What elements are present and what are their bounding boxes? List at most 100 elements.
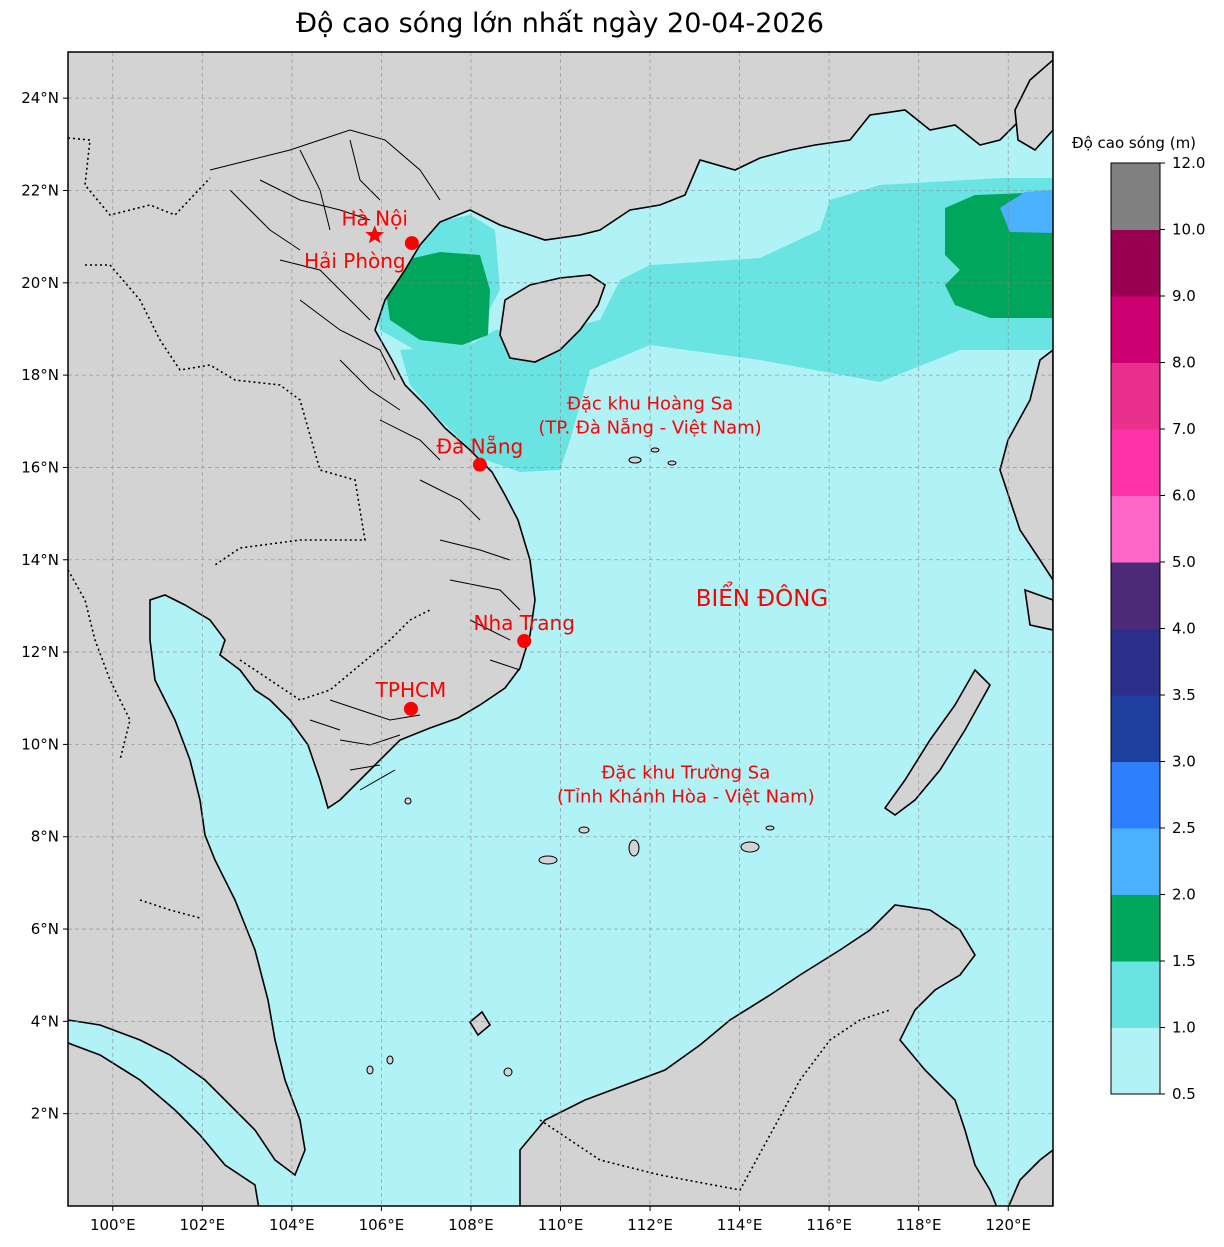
city-marker-dot xyxy=(472,457,487,472)
colorbar-bin xyxy=(1111,761,1160,829)
paracel-island xyxy=(650,447,660,453)
border-vietnam-cambodia xyxy=(239,609,431,701)
city-label: TPHCM xyxy=(375,678,447,702)
colorbar-ticks: 0.5 1.0 1.5 2.0 2.5 3.0 3.5 4.0 5.0 6.0 7.0 8.0 9.0 1… xyxy=(1160,154,1205,1103)
colorbar-tick-label: 3.0 xyxy=(1172,753,1196,771)
colorbar-bin xyxy=(1111,894,1160,962)
land-palawan xyxy=(883,668,991,816)
axis-ticks: 100°E 102°E 104°E 106°E 108°E 110°E 112°E 114°E… xyxy=(21,89,1031,1234)
lon-tick-label: 100°E xyxy=(90,1216,136,1234)
spratly-island xyxy=(765,825,775,831)
city-label: Nha Trang xyxy=(474,611,575,635)
annotation-hoang-sa-line: Đặc khu Hoàng Sa xyxy=(567,393,733,414)
wave-zone-1m-central xyxy=(400,178,1053,472)
colorbar-tick-label: 5.0 xyxy=(1172,553,1196,571)
small-islands xyxy=(366,447,775,1077)
land-sumatra xyxy=(68,1042,260,1206)
colorbar-bin xyxy=(1111,828,1160,895)
colorbar-tick-label: 1.0 xyxy=(1172,1019,1196,1037)
lat-tick-label: 14°N xyxy=(21,551,59,569)
spratly-island xyxy=(628,839,640,857)
lon-tick-label: 116°E xyxy=(806,1216,852,1234)
border-thailand-malaysia xyxy=(139,899,201,919)
province-lines-south xyxy=(309,699,421,791)
colorbar-bin xyxy=(1111,1027,1160,1095)
land-natuna xyxy=(468,1010,492,1037)
spratly-island xyxy=(740,841,760,853)
city-label: Hà Nội xyxy=(341,206,407,230)
lat-tick-label: 2°N xyxy=(31,1105,59,1123)
annotation-hoang-sa-line: (TP. Đà Nẵng - Việt Nam) xyxy=(538,417,761,438)
lon-tick-label: 118°E xyxy=(896,1216,942,1234)
land-masses xyxy=(68,52,1053,1206)
city-marker-dot xyxy=(403,701,418,716)
lat-tick-label: 24°N xyxy=(21,89,59,107)
land-taiwan xyxy=(1014,58,1053,152)
lon-tick-label: 112°E xyxy=(627,1216,673,1234)
colorbar-tick-label: 9.0 xyxy=(1172,287,1196,305)
lat-tick-label: 8°N xyxy=(31,828,59,846)
colorbar-bins xyxy=(1111,163,1160,1095)
land-luzon xyxy=(999,348,1053,582)
spratly-island xyxy=(404,797,412,805)
city-marker-star xyxy=(365,225,385,244)
city-label: Hải Phòng xyxy=(304,249,406,273)
wave-zone-1p5m-gulf-tonkin xyxy=(385,252,490,345)
colorbar-bin xyxy=(1111,628,1160,696)
map-annotations: Đặc khu Hoàng Sa (TP. Đà Nẵng - Việt Nam)… xyxy=(538,393,828,807)
border-myanmar-thailand xyxy=(68,569,131,761)
colorbar-label: Độ cao sóng (m) xyxy=(1072,134,1196,152)
colorbar-tick-label: 1.5 xyxy=(1172,952,1196,970)
land-sulawesi xyxy=(1007,1148,1053,1206)
spratly-island xyxy=(538,855,558,865)
national-borders xyxy=(68,137,891,1191)
lon-tick-label: 102°E xyxy=(180,1216,226,1234)
colorbar-tick-label: 0.5 xyxy=(1172,1085,1196,1103)
lon-tick-label: 108°E xyxy=(448,1216,494,1234)
island xyxy=(386,1055,394,1065)
colorbar-bin xyxy=(1111,429,1160,496)
colorbar-tick-label: 10.0 xyxy=(1172,221,1205,239)
lat-tick-label: 22°N xyxy=(21,181,59,199)
annotation-truong-sa-line: Đặc khu Trường Sa xyxy=(601,763,770,784)
colorbar-bin xyxy=(1111,495,1160,563)
land-mindoro-panay xyxy=(1024,588,1053,631)
gridlines xyxy=(68,52,1053,1206)
colorbar-tick-label: 8.0 xyxy=(1172,354,1196,372)
paracel-island xyxy=(667,460,677,466)
colorbar-tick-label: 4.0 xyxy=(1172,620,1196,638)
island xyxy=(366,1065,374,1075)
colorbar-bin xyxy=(1111,961,1160,1028)
lon-tick-label: 110°E xyxy=(538,1216,584,1234)
island xyxy=(503,1067,513,1077)
lat-tick-label: 12°N xyxy=(21,643,59,661)
colorbar-tick-label: 2.0 xyxy=(1172,886,1196,904)
colorbar-bin xyxy=(1111,562,1160,629)
province-lines-central xyxy=(299,299,521,671)
colorbar-tick-label: 3.5 xyxy=(1172,686,1196,704)
spratly-island xyxy=(578,826,590,834)
annotation-truong-sa-line: (Tỉnh Khánh Hòa - Việt Nam) xyxy=(557,787,815,808)
wave-zone-2m-east xyxy=(1000,190,1053,233)
colorbar-bin xyxy=(1111,695,1160,762)
colorbar-tick-label: 6.0 xyxy=(1172,487,1196,505)
lat-tick-label: 18°N xyxy=(21,366,59,384)
land-borneo xyxy=(519,904,998,1206)
paracel-island xyxy=(628,456,642,464)
lat-tick-label: 6°N xyxy=(31,920,59,938)
map-title: Độ cao sóng lớn nhất ngày 20-04-2026 xyxy=(296,8,824,39)
city-label: Đà Nẵng xyxy=(437,435,524,459)
lon-tick-label: 104°E xyxy=(269,1216,315,1234)
colorbar-bin xyxy=(1111,362,1160,430)
colorbar: Độ cao sóng (m) 0.5 1.0 1.5 2.0 2.5 3.0 3.5 4.0… xyxy=(1072,134,1205,1103)
lat-tick-label: 4°N xyxy=(31,1012,59,1030)
lat-tick-label: 20°N xyxy=(21,274,59,292)
border-laos-thailand xyxy=(85,264,366,566)
land-hainan xyxy=(499,274,606,363)
land-mainland-asia xyxy=(68,52,1053,1177)
lon-tick-label: 106°E xyxy=(359,1216,405,1234)
province-boundaries xyxy=(209,129,521,791)
border-china-laos-myanmar xyxy=(68,137,211,216)
